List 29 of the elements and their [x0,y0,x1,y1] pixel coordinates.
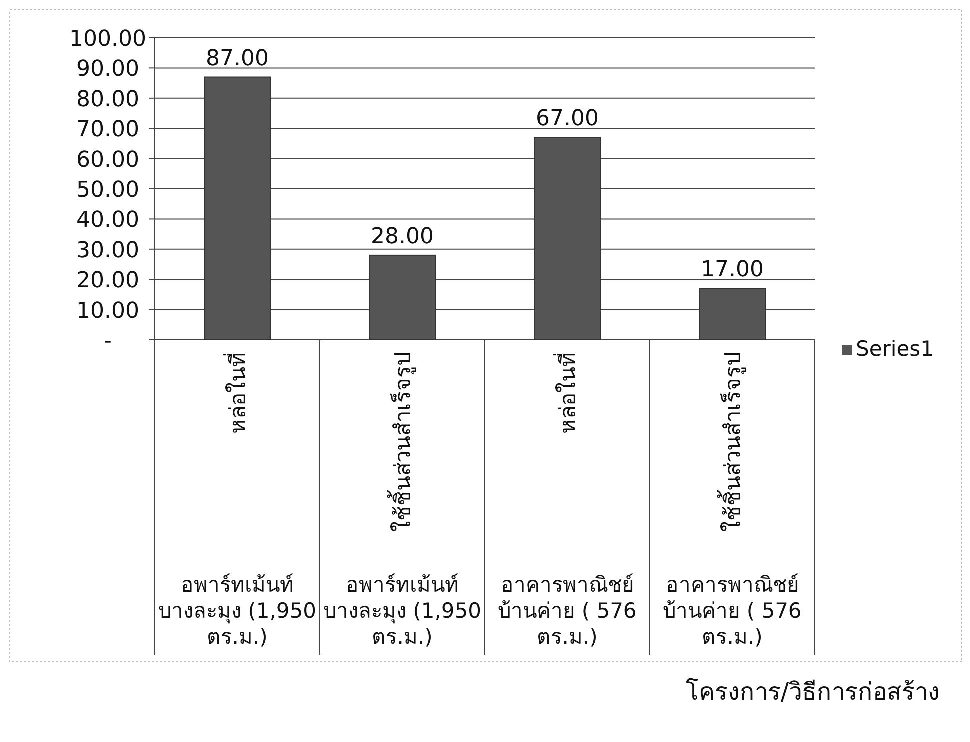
text: อพาร์ทเม้นท์ บางละมุง (1,950 ตร.ม.) [322,572,482,650]
y-tick-label: 100.00 [70,27,146,52]
bar [534,137,601,340]
y-tick-label: 70.00 [76,118,140,143]
bar [699,288,766,340]
text: อาคารพาณิชย์ บ้านค่าย ( 576 ตร.ม.) [662,572,803,650]
data-label: 67.00 [536,106,599,132]
y-tick-label: 60.00 [76,148,140,173]
text: อพาร์ทเม้นท์ บางละมุง (1,950 ตร.ม.) [158,572,318,650]
bar [204,76,271,340]
y-tick-label: 50.00 [76,178,140,203]
data-label: 87.00 [206,46,269,72]
y-tick-label: 90.00 [76,57,140,82]
data-label: 28.00 [371,224,434,250]
y-tick-label: 30.00 [76,238,140,264]
bar [369,254,436,340]
y-tick-label: 10.00 [76,298,140,324]
y-tick-label: 80.00 [76,87,140,112]
text: โครงการ/วิธีการก่อสร้าง [686,678,940,706]
y-tick-label: 20.00 [76,268,140,294]
text: อาคารพาณิชย์ บ้านค่าย ( 576 ตร.ม.) [497,572,638,650]
x-tick-label: หล่อในที่ [552,352,582,434]
y-tick-label: 40.00 [76,208,140,234]
x-tick-label: ใช้ชิ้นส่วนสำเร็จรูป [388,352,416,532]
data-label: 17.00 [701,258,764,283]
x-tick-label: ใช้ชิ้นส่วนสำเร็จรูป [718,352,746,532]
legend-label: Series1 [856,337,934,361]
y-tick-label: - [104,329,112,354]
x-tick-label: หล่อในที่ [222,352,252,434]
